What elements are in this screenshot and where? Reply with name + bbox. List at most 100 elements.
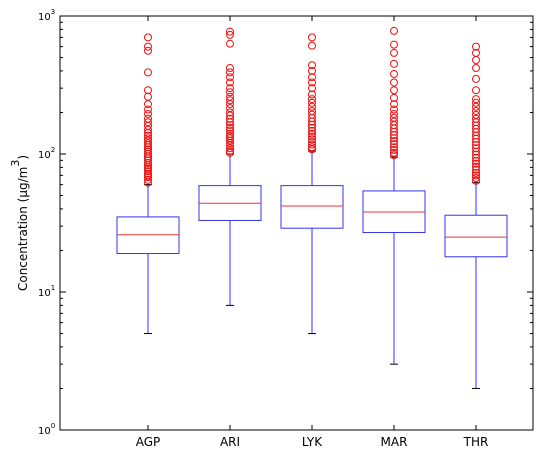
outlier-point [472, 86, 480, 95]
y-axis-label-superscript: 3 [9, 160, 22, 167]
outlier-point [390, 113, 398, 122]
outlier-point [472, 95, 480, 104]
outlier-point [472, 174, 480, 183]
y-tick-label: 100 [38, 422, 55, 437]
outlier-point [308, 33, 316, 42]
outlier-point [144, 105, 152, 114]
outlier-point [390, 137, 398, 146]
outlier-point [472, 162, 480, 171]
box-thr [444, 42, 508, 389]
box-agp [116, 33, 180, 335]
outlier-point [308, 110, 316, 119]
outlier-point [472, 55, 480, 64]
y-tick-exponent: 3 [51, 8, 55, 16]
outlier-point [144, 169, 152, 178]
outlier-point [472, 159, 480, 168]
y-axis-label: Concentration (μg/m3) [9, 155, 30, 291]
outlier-point [308, 123, 316, 132]
outlier-point [472, 110, 480, 119]
outlier-point [226, 27, 234, 36]
outlier-point [144, 136, 152, 145]
outlier-point [472, 42, 480, 51]
outlier-point [390, 78, 398, 87]
outlier-point [472, 165, 480, 174]
outlier-point [390, 105, 398, 114]
outlier-point [390, 140, 398, 149]
outlier-point [226, 63, 234, 72]
outlier-point [308, 106, 316, 115]
outlier-point [144, 156, 152, 165]
outlier-point [472, 156, 480, 165]
iqr-box [444, 214, 508, 258]
outlier-point [390, 100, 398, 109]
outlier-point [472, 74, 480, 83]
outlier-point [472, 114, 480, 123]
outlier-point [226, 104, 234, 113]
outlier-point [226, 88, 234, 97]
outlier-point [472, 153, 480, 162]
outlier-point [226, 134, 234, 143]
outlier-point [144, 46, 152, 55]
outlier-point [226, 92, 234, 101]
y-tick-exponent: 0 [51, 422, 55, 430]
outlier-point [308, 143, 316, 152]
outlier-point [390, 86, 398, 95]
iqr-box [280, 185, 344, 229]
outlier-point [226, 132, 234, 141]
outlier-point [308, 98, 316, 107]
x-tick-label: MAR [381, 435, 408, 449]
x-tick-label: THR [463, 435, 489, 449]
outlier-point [308, 126, 316, 135]
outlier-point [226, 78, 234, 87]
outlier-point [390, 145, 398, 154]
outlier-point [226, 121, 234, 130]
outlier-point [144, 175, 152, 184]
outlier-point [472, 176, 480, 185]
outlier-point [308, 84, 316, 93]
outlier-point [390, 40, 398, 49]
outlier-point [144, 114, 152, 123]
outlier-point [472, 150, 480, 159]
outlier-point [144, 134, 152, 143]
y-tick-exponent: 2 [51, 146, 55, 154]
outlier-point [144, 139, 152, 148]
outlier-point [308, 78, 316, 87]
outlier-point [390, 148, 398, 157]
outlier-point [308, 73, 316, 82]
y-tick-base: 10 [38, 12, 51, 23]
y-axis-label-suffix: ) [16, 155, 30, 160]
outlier-point [226, 84, 234, 93]
outlier-point [226, 144, 234, 153]
outlier-point [390, 59, 398, 68]
box-mar [362, 26, 426, 365]
y-tick-base: 10 [38, 426, 51, 437]
outlier-point [472, 102, 480, 111]
outlier-point [308, 61, 316, 70]
outlier-point [308, 135, 316, 144]
outlier-point [144, 131, 152, 140]
box-series [116, 26, 508, 389]
outlier-point [144, 33, 152, 42]
outlier-point [472, 141, 480, 150]
outlier-point [390, 26, 398, 35]
x-tick-label: ARI [220, 435, 240, 449]
x-axis-ticks: AGP ARI LYK MAR THR [136, 16, 489, 449]
outlier-point [390, 48, 398, 57]
outlier-point [226, 73, 234, 82]
outlier-point [226, 108, 234, 117]
y-tick-label: 103 [38, 8, 55, 23]
outlier-point [390, 117, 398, 126]
outlier-point [144, 68, 152, 77]
outlier-point [144, 86, 152, 95]
outlier-point [472, 144, 480, 153]
outlier-point [472, 63, 480, 72]
y-tick-label: 101 [38, 284, 55, 299]
x-tick-label: AGP [136, 435, 161, 449]
outlier-point [390, 109, 398, 118]
outlier-point [308, 41, 316, 50]
outlier-point [226, 123, 234, 132]
outlier-point [226, 129, 234, 138]
outlier-point [472, 106, 480, 115]
outlier-point [308, 66, 316, 75]
